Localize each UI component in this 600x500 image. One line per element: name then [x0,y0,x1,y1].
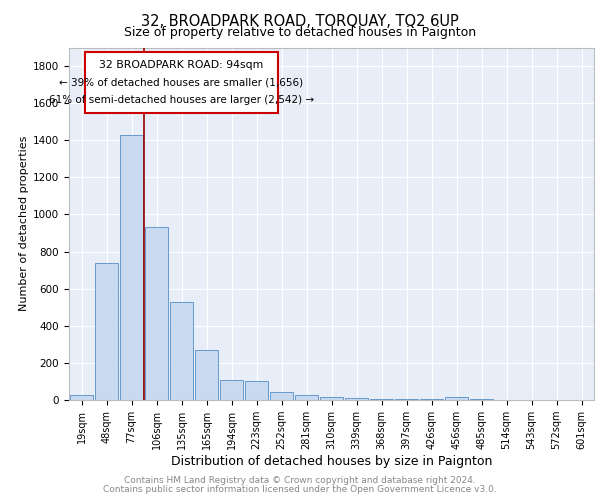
Bar [370,398,394,400]
Bar [170,302,193,400]
Text: 32 BROADPARK ROAD: 94sqm: 32 BROADPARK ROAD: 94sqm [100,60,263,70]
Bar [344,398,368,400]
Bar [470,399,493,400]
Y-axis label: Number of detached properties: Number of detached properties [19,136,29,312]
Text: Contains public sector information licensed under the Open Government Licence v3: Contains public sector information licen… [103,485,497,494]
FancyBboxPatch shape [85,52,278,114]
Bar [445,396,469,400]
Bar [245,382,268,400]
Bar [295,396,319,400]
Text: Size of property relative to detached houses in Paignton: Size of property relative to detached ho… [124,26,476,39]
Bar [95,263,118,400]
Bar [70,396,94,400]
Bar [119,134,143,400]
Bar [419,399,443,400]
Bar [320,397,343,400]
X-axis label: Distribution of detached houses by size in Paignton: Distribution of detached houses by size … [171,455,492,468]
Text: 32, BROADPARK ROAD, TORQUAY, TQ2 6UP: 32, BROADPARK ROAD, TORQUAY, TQ2 6UP [141,14,459,29]
Bar [145,226,169,400]
Bar [269,392,293,400]
Bar [220,380,244,400]
Bar [194,350,218,400]
Text: ← 39% of detached houses are smaller (1,656): ← 39% of detached houses are smaller (1,… [59,78,304,88]
Text: Contains HM Land Registry data © Crown copyright and database right 2024.: Contains HM Land Registry data © Crown c… [124,476,476,485]
Text: 61% of semi-detached houses are larger (2,542) →: 61% of semi-detached houses are larger (… [49,95,314,105]
Bar [395,398,418,400]
